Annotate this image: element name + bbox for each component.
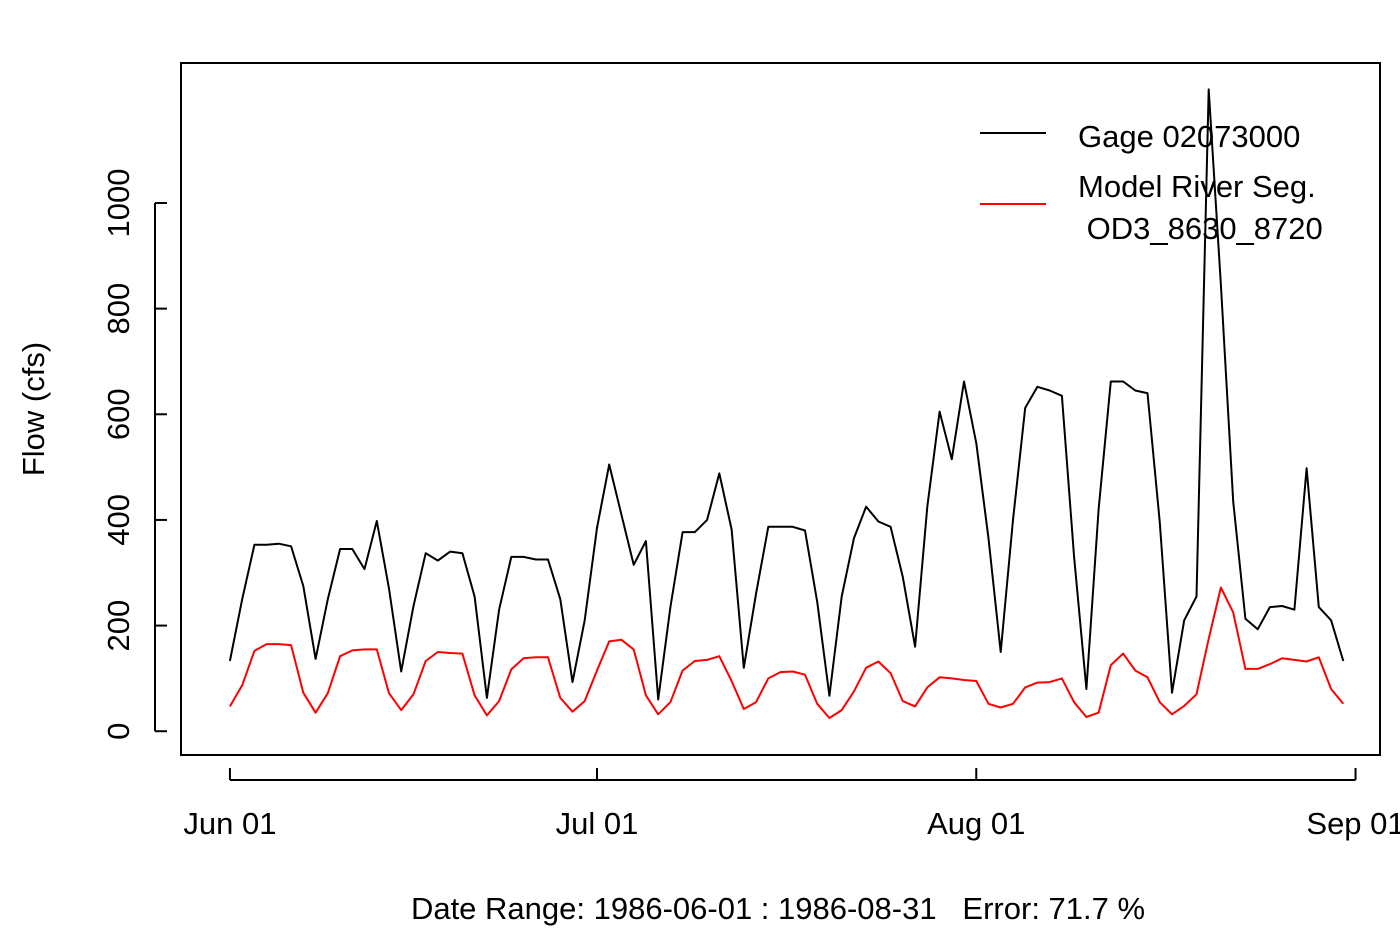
y-tick-label: 800 bbox=[101, 283, 136, 335]
x-axis-label: Date Range: 1986-06-01 : 1986-08-31 Erro… bbox=[411, 891, 1145, 926]
y-tick-label: 400 bbox=[101, 494, 136, 546]
legend-label: Model River Seg. bbox=[1078, 169, 1316, 204]
y-tick-label: 600 bbox=[101, 388, 136, 440]
series-line-1 bbox=[229, 586, 1345, 719]
plot-frame bbox=[180, 62, 1381, 756]
series-layer bbox=[228, 88, 1345, 719]
series-line-0 bbox=[228, 88, 1345, 701]
legend: Gage 02073000 Model River Seg. OD3_8630_8… bbox=[980, 119, 1323, 246]
y-axis: 0 200 400 600 800 1000 bbox=[101, 169, 167, 740]
legend-label: Gage 02073000 bbox=[1078, 119, 1300, 154]
y-tick-label: 0 bbox=[101, 723, 136, 740]
x-axis: Jun 01 Jul 01 Aug 01 Sep 01 bbox=[183, 768, 1400, 841]
y-axis-label: Flow (cfs) bbox=[16, 342, 51, 476]
legend-label: OD3_8630_8720 bbox=[1078, 211, 1323, 246]
y-tick-label: 200 bbox=[101, 600, 136, 652]
x-tick-label: Sep 01 bbox=[1306, 806, 1400, 841]
x-tick-label: Aug 01 bbox=[927, 806, 1025, 841]
y-tick-label: 1000 bbox=[101, 169, 136, 238]
x-tick-label: Jul 01 bbox=[556, 806, 639, 841]
x-tick-label: Jun 01 bbox=[183, 806, 276, 841]
